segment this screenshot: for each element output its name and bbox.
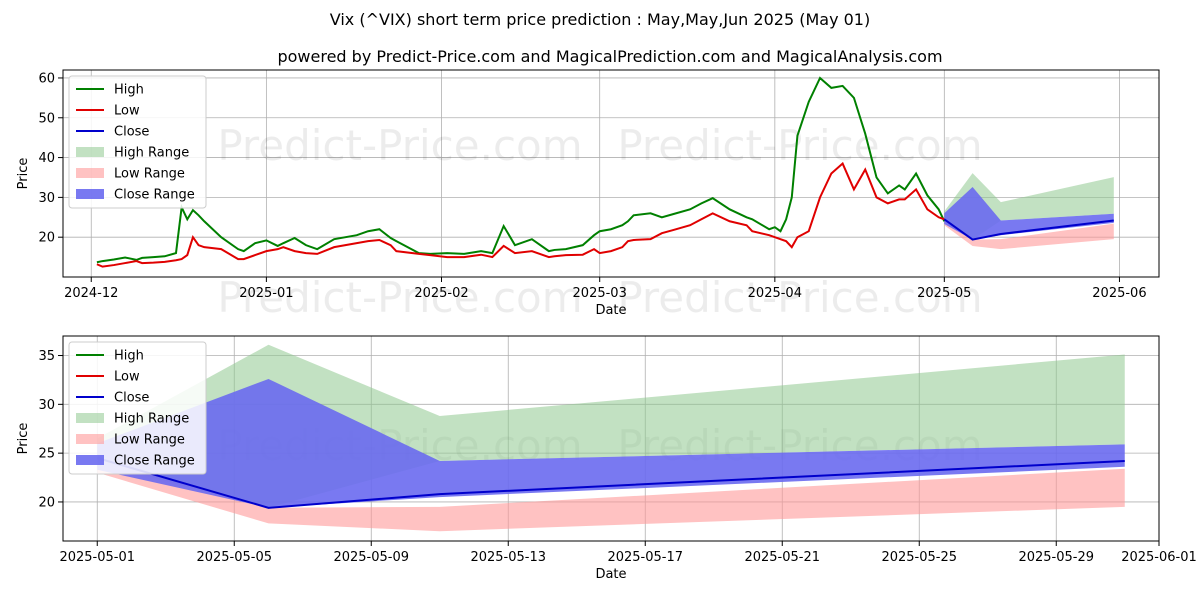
legend-label: Close Range [114, 188, 195, 203]
x-tick-label: 2025-02 [414, 286, 468, 301]
legend-label: High [114, 83, 144, 98]
legend-label: Close [114, 391, 149, 406]
legend-label: Low Range [114, 167, 185, 182]
low-line [96, 161, 945, 268]
x-tick-label: 2025-04 [748, 286, 802, 301]
watermark: Predict-Price.com [217, 121, 582, 170]
watermark: Predict-Price.com [617, 273, 982, 322]
plot-frame [62, 335, 1160, 542]
close-line [96, 457, 1125, 509]
x-tick-label: 2025-06-01 [1121, 550, 1197, 565]
legend-swatch [76, 455, 104, 465]
legend-label: Low [114, 370, 140, 385]
x-tick-label: 2025-05-13 [470, 550, 546, 565]
y-tick-label: 60 [38, 71, 55, 86]
plot-frame [62, 69, 1160, 278]
legend-label: High [114, 349, 144, 364]
legend-swatch [76, 413, 104, 423]
x-tick-label: 2025-05-17 [607, 550, 683, 565]
legend-label: High Range [114, 412, 189, 427]
x-tick-label: 2025-05-21 [744, 550, 820, 565]
x-tick-label: 2025-05-25 [881, 550, 957, 565]
high-line [96, 76, 946, 264]
x-axis-label: Date [595, 303, 626, 318]
x-tick-label: 2025-05-29 [1018, 550, 1094, 565]
legend: High Low Close High Range Low Range Close Ran… [68, 341, 207, 475]
x-tick-label: 2025-01 [239, 286, 293, 301]
legend-swatch [76, 168, 104, 178]
top-plot: Predict-Price.com Predict-Price.com Predic… [16, 69, 1160, 322]
y-tick-label: 50 [38, 111, 55, 126]
y-tick-label: 25 [38, 447, 55, 462]
legend-label: High Range [114, 146, 189, 161]
close-line [943, 218, 1114, 241]
chart-title: Vix (^VIX) short term price prediction :… [330, 10, 870, 29]
legend-swatch [76, 189, 104, 199]
legend: High Low Close High Range Low Range Close Ran… [68, 75, 207, 209]
y-tick-label: 20 [38, 231, 55, 246]
legend-label: Low [114, 104, 140, 119]
x-axis-label: Date [595, 567, 626, 582]
x-tick-label: 2025-05-09 [333, 550, 409, 565]
legend-label: Close Range [114, 454, 195, 469]
y-tick-label: 40 [38, 151, 55, 166]
y-tick-label: 30 [38, 398, 55, 413]
x-tick-label: 2025-05 [917, 286, 971, 301]
x-tick-label: 2025-05-05 [196, 550, 272, 565]
legend-swatch [76, 147, 104, 157]
close-range-band [97, 378, 1125, 508]
x-tick-label: 2025-06 [1092, 286, 1146, 301]
x-tick-label: 2025-03 [573, 286, 627, 301]
watermark: Predict-Price.com [217, 273, 582, 322]
legend-label: Low Range [114, 433, 185, 448]
y-axis-label: Price [16, 158, 31, 190]
y-axis-label: Price [16, 423, 31, 455]
chart-subtitle: powered by Predict-Price.com and Magical… [277, 47, 942, 66]
x-tick-label: 2024-12 [64, 286, 118, 301]
y-tick-label: 35 [38, 349, 55, 364]
low-range-band [944, 219, 1114, 250]
low-range-band [97, 458, 1125, 532]
y-tick-label: 30 [38, 191, 55, 206]
legend-label: Close [114, 125, 149, 140]
y-tick-label: 20 [38, 495, 55, 510]
legend-swatch [76, 434, 104, 444]
bottom-plot: Predict-Price.comPredict-Price.com2025-0… [16, 335, 1197, 582]
x-tick-label: 2025-05-01 [59, 550, 135, 565]
